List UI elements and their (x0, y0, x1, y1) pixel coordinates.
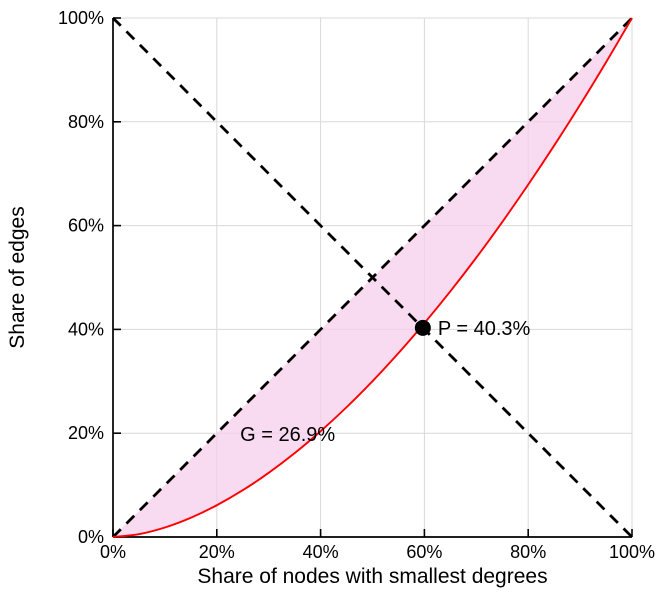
x-tick-label: 60% (406, 542, 442, 562)
y-tick-label: 60% (68, 216, 104, 236)
y-axis-title: Share of edges (6, 206, 29, 348)
x-tick-label: 0% (100, 542, 126, 562)
y-tick-label: 0% (78, 527, 104, 547)
y-tick-label: 80% (68, 112, 104, 132)
x-tick-label: 40% (303, 542, 339, 562)
anti-diagonal-line (112, 17, 633, 538)
point-P-marker (414, 319, 431, 336)
x-axis-title: Share of nodes with smallest degrees (197, 565, 547, 588)
y-tick-label: 40% (68, 319, 104, 339)
x-tick-label: 100% (609, 542, 655, 562)
gini-annotation: G = 26.9% (240, 424, 335, 446)
x-tick-label: 80% (510, 542, 546, 562)
point-P-label: P = 40.3% (438, 318, 531, 340)
lorenz-curve (112, 17, 633, 538)
y-tick-label: 20% (68, 423, 104, 443)
y-tick-label: 100% (58, 8, 104, 28)
x-tick-label: 20% (199, 542, 235, 562)
